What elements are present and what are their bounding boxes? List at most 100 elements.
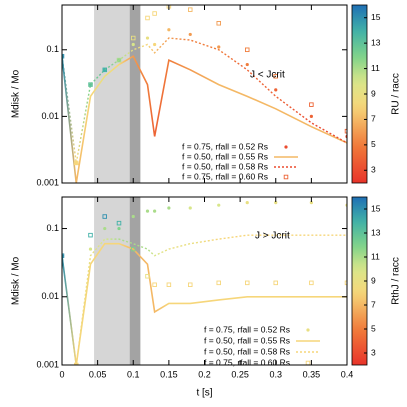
colorbar-tick-label: 15: [371, 203, 381, 213]
shaded-span: [129, 5, 141, 183]
data-point: [274, 88, 278, 92]
colorbar-tick-label: 5: [371, 323, 376, 333]
data-point: [152, 282, 157, 288]
data-point: [131, 42, 135, 47]
data-point: [245, 201, 249, 205]
data-point: [117, 226, 121, 231]
annotation: J < Jcrit: [250, 70, 285, 81]
colorbar-label: RU / racc: [391, 73, 402, 115]
data-point: [88, 232, 93, 238]
data-point: [187, 282, 193, 288]
series-line: [62, 37, 347, 164]
colorbar-tick-label: 15: [371, 12, 381, 22]
data-point: [145, 36, 150, 40]
colorbar-tick-label: 3: [371, 165, 376, 175]
plot-area: [62, 197, 347, 365]
x-tick-label: 0: [59, 369, 64, 379]
x-tick-label: 0.1: [127, 369, 140, 379]
y-tick-label: 0.01: [41, 291, 59, 301]
data-point: [88, 247, 93, 251]
colorbar-label: RthJ / racc: [391, 257, 402, 305]
data-point: [73, 362, 79, 365]
colorbar-tick-label: 13: [371, 227, 381, 237]
data-point: [188, 32, 192, 37]
legend-label: f = 0.75, rfall = 0.52 Rs: [182, 141, 268, 151]
data-point: [103, 226, 107, 231]
data-point: [273, 74, 279, 79]
data-point: [102, 67, 107, 73]
data-point: [153, 42, 157, 47]
series-line: [62, 234, 347, 365]
annotation: J > Jcrit: [255, 231, 290, 242]
data-point: [166, 282, 172, 288]
legend-label: f = 0.75, rfall = 0.60 Rs: [182, 171, 268, 181]
y-tick-label: 0.1: [46, 223, 59, 233]
data-point: [309, 114, 313, 118]
x-tick-label: 0.3: [269, 369, 282, 379]
data-point: [309, 201, 313, 205]
colorbar-tick-label: 13: [371, 37, 381, 47]
data-point: [216, 280, 221, 286]
y-axis-label: Mdisk / Mo: [11, 256, 22, 305]
data-point: [244, 280, 250, 286]
colorbar-tick-label: 3: [371, 347, 376, 357]
shaded-span: [94, 5, 130, 183]
data-point: [216, 21, 221, 26]
data-point: [88, 82, 93, 87]
data-point: [188, 206, 192, 210]
colorbar-tick-label: 7: [371, 114, 376, 124]
legend-swatch: [306, 328, 310, 332]
x-tick-label: 0.25: [231, 369, 249, 379]
colorbar-tick-label: 11: [371, 63, 380, 73]
x-tick-label: 0.35: [303, 369, 321, 379]
y-tick-label: 0.001: [36, 359, 59, 369]
y-axis-label: Mdisk / Mo: [11, 69, 22, 118]
plot-area: [62, 5, 347, 183]
data-point: [131, 214, 135, 219]
shaded-span: [94, 197, 130, 365]
data-point: [217, 203, 221, 207]
legend-label: f = 0.50, rfall = 0.58 Rs: [182, 161, 268, 171]
shaded-span: [129, 197, 141, 365]
data-point: [344, 128, 347, 134]
colorbar-tick-label: 9: [371, 88, 376, 98]
data-point: [145, 15, 150, 21]
x-tick-label: 0.4: [341, 369, 354, 379]
x-tick-label: 0.15: [160, 369, 178, 379]
data-point: [309, 102, 314, 107]
data-point: [167, 28, 171, 32]
data-point: [217, 45, 221, 49]
data-point: [130, 246, 136, 252]
series-line: [62, 55, 347, 183]
y-tick-label: 0.001: [36, 177, 59, 187]
legend-label: f = 0.75, rfall = 0.60 Rs: [204, 357, 290, 367]
data-point: [244, 47, 250, 53]
data-point: [73, 160, 79, 166]
data-point: [102, 214, 107, 219]
y-tick-label: 0.01: [41, 111, 59, 121]
legend-swatch: [305, 360, 311, 366]
legend-label: f = 0.50, rfall = 0.58 Rs: [204, 346, 290, 356]
legend-label: f = 0.75, rfall = 0.52 Rs: [204, 324, 290, 334]
data-point: [145, 209, 150, 213]
x-axis-label: t [s]: [196, 388, 212, 399]
legend-swatch: [283, 174, 289, 180]
colorbar-tick-label: 9: [371, 275, 376, 285]
legend-label: f = 0.50, rfall = 0.55 Rs: [204, 335, 290, 345]
data-point: [130, 35, 136, 41]
data-point: [152, 11, 157, 16]
data-point: [344, 280, 347, 286]
data-point: [116, 220, 122, 226]
data-point: [153, 209, 157, 213]
colorbar-tick-label: 5: [371, 139, 376, 149]
data-point: [187, 7, 193, 12]
data-point: [274, 201, 278, 205]
x-tick-label: 0.05: [89, 369, 107, 379]
data-point: [116, 57, 122, 63]
y-tick-label: 0.1: [46, 44, 59, 54]
data-point: [273, 280, 279, 286]
data-point: [245, 62, 249, 67]
colorbar-tick-label: 7: [371, 299, 376, 309]
legend-swatch: [284, 145, 288, 149]
